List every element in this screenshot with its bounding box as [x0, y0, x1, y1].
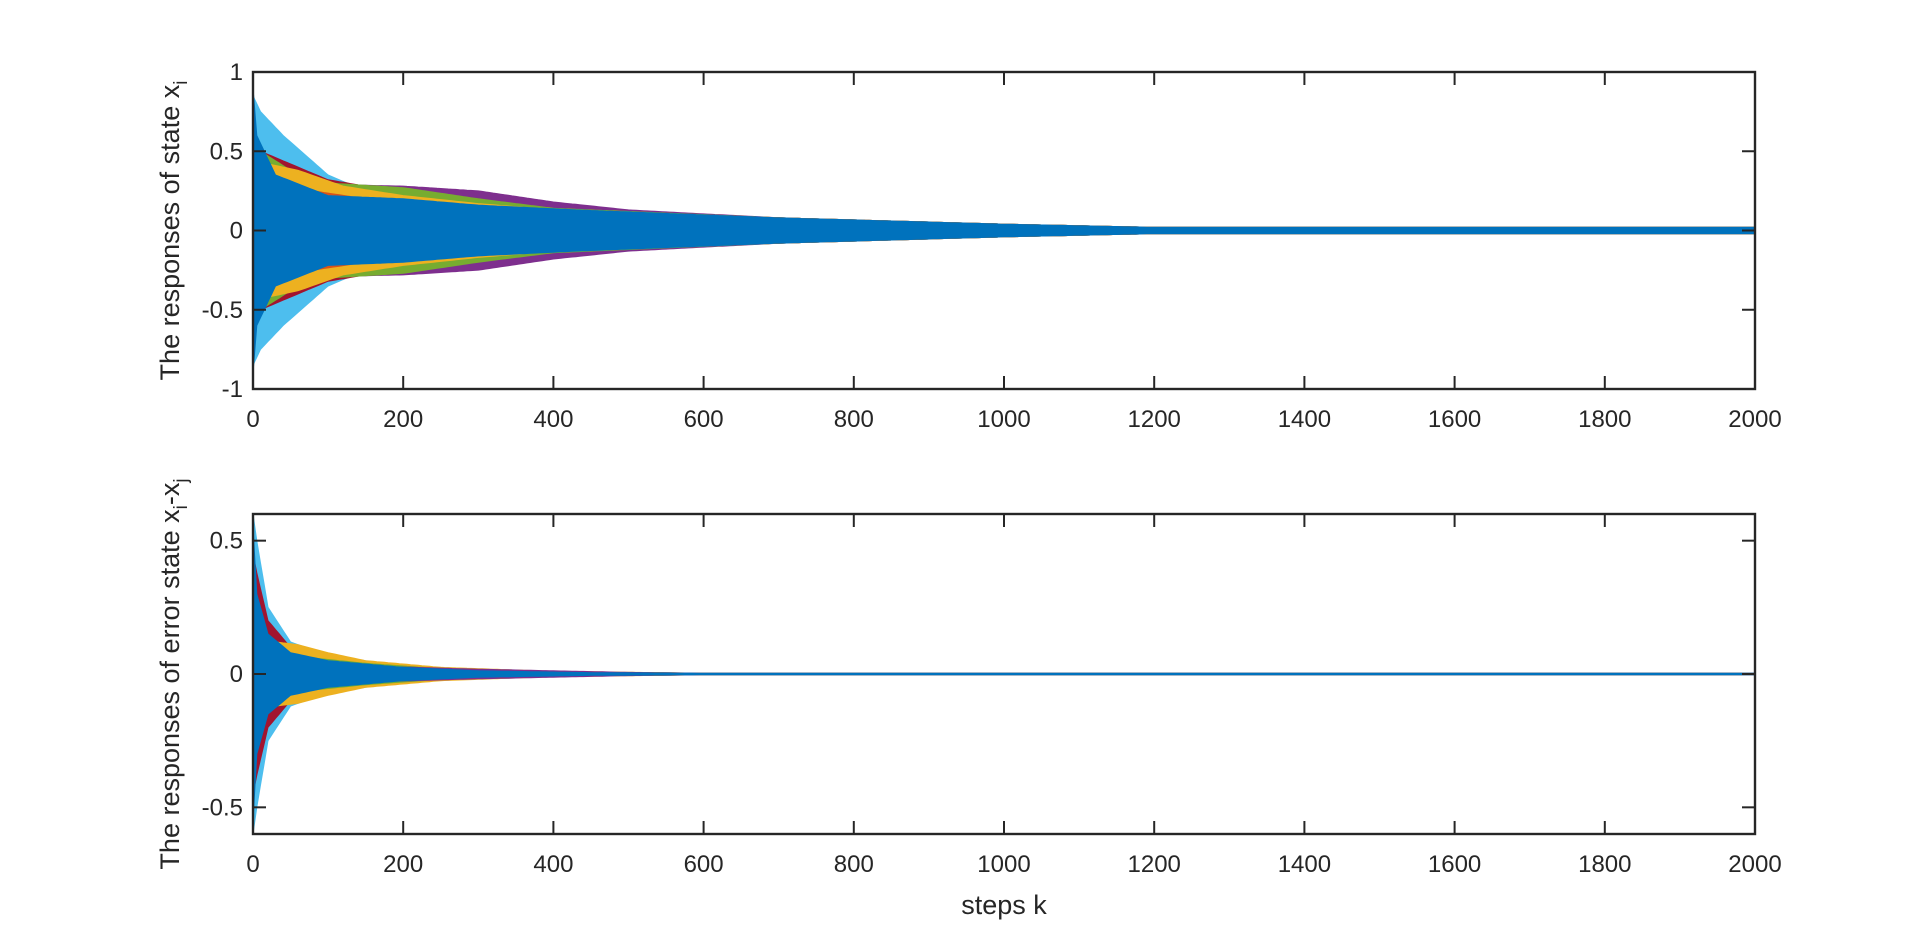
y-tick-label: -0.5: [202, 794, 243, 821]
y-tick-label: 0: [230, 661, 243, 688]
x-tick-label: 2000: [1728, 406, 1781, 433]
series-5: [253, 527, 1755, 821]
x-tick-label: 400: [533, 851, 573, 878]
x-tick-label: 1400: [1278, 406, 1331, 433]
x-tick-label: 800: [834, 406, 874, 433]
y-tick-label: -1: [222, 376, 243, 403]
x-tick-label: 800: [834, 851, 874, 878]
x-tick-label: 2000: [1728, 851, 1781, 878]
x-tick-label: 1000: [977, 406, 1030, 433]
y-tick-label: 1: [230, 59, 243, 86]
chart-error-state-responses: 0 200 400 600 800 1000 1200 1400 1600 1800 2000 -0.…: [155, 478, 1782, 920]
y-tick-label: -0.5: [202, 297, 243, 324]
x-tick-label: 0: [246, 851, 259, 878]
x-tick-label: 1800: [1578, 406, 1631, 433]
x-tick-label: 600: [684, 406, 724, 433]
x-tick-label: 1600: [1428, 851, 1481, 878]
x-tick-label: 1200: [1128, 851, 1181, 878]
x-tick-label: 200: [383, 851, 423, 878]
x-axis-label: steps k: [961, 890, 1047, 920]
series-6: [253, 87, 1755, 374]
chart-state-responses: 0 200 400 600 800 1000 1200 1400 1600 1800 2000 -1 -…: [155, 59, 1782, 433]
x-tick-label: 200: [383, 406, 423, 433]
x-tick-label: 1000: [977, 851, 1030, 878]
y-tick-label: 0.5: [210, 138, 243, 165]
x-tick-label: 400: [533, 406, 573, 433]
x-tick-label: 1200: [1128, 406, 1181, 433]
y-tick-label: 0: [230, 218, 243, 245]
series-group: [253, 514, 1755, 834]
series-group: [253, 87, 1755, 374]
y-tick-label: 0.5: [210, 528, 243, 555]
x-tick-label: 0: [246, 406, 259, 433]
x-tick-label: 1600: [1428, 406, 1481, 433]
y-axis-label: The responses of state xi: [155, 81, 192, 381]
y-axis-label: The responses of error state xi-xj: [155, 478, 192, 869]
x-tick-label: 1400: [1278, 851, 1331, 878]
x-tick-label: 1800: [1578, 851, 1631, 878]
x-tick-label: 600: [684, 851, 724, 878]
